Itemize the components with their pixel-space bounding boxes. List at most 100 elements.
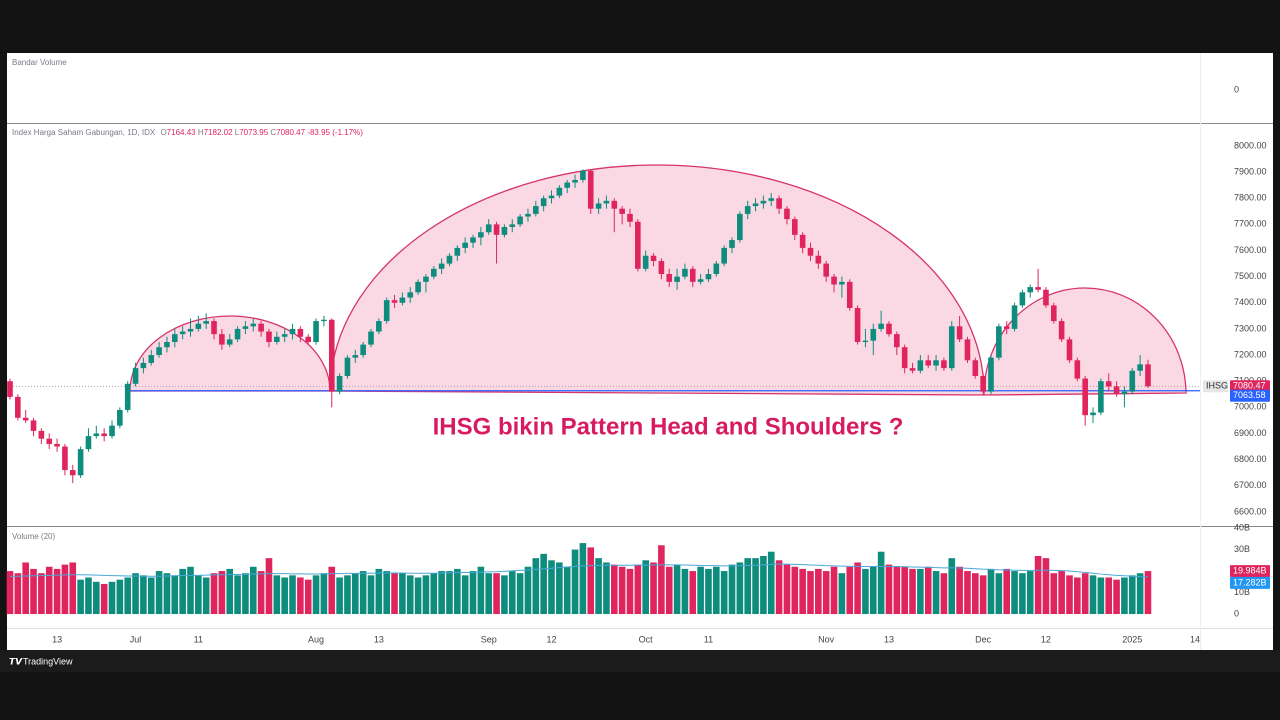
candle-body (996, 326, 1002, 358)
volume-tick-label: 40B (1234, 522, 1250, 532)
volume-bar (838, 573, 846, 615)
candle-body (1027, 287, 1034, 293)
volume-bar (352, 573, 359, 615)
volume-bar (100, 583, 108, 615)
candle-body (352, 355, 359, 358)
candle-body (258, 323, 264, 332)
candle-body (1113, 386, 1120, 395)
candle-body (415, 281, 421, 293)
volume-bar (30, 568, 37, 615)
volume-bar (658, 545, 665, 615)
volume-bar (1136, 573, 1144, 615)
candle-body (7, 381, 13, 397)
candle-body (101, 433, 107, 437)
volume-bar (587, 547, 595, 615)
candle-body (242, 326, 249, 329)
volume-bar (948, 558, 956, 615)
candle-body (360, 344, 366, 356)
candle-body (823, 263, 829, 277)
ma-last-label: 17.282B (1233, 577, 1267, 587)
symbol-description: Index Harga Saham Gabungan, 1D, IDX (12, 128, 156, 137)
volume-bar (108, 581, 116, 615)
volume-bar (257, 571, 265, 615)
candle-body (658, 260, 665, 275)
volume-bar (516, 573, 524, 615)
x-tick-label: 2025 (1122, 634, 1142, 644)
volume-tick-label: 30B (1234, 544, 1250, 554)
volume-bar (53, 568, 61, 615)
volume-bar (297, 577, 304, 615)
candle-body (941, 360, 947, 369)
volume-bar (469, 571, 477, 615)
volume-bar (1089, 575, 1097, 615)
candle-body (595, 203, 602, 209)
volume-bar (461, 575, 469, 615)
candle-body (705, 274, 712, 280)
volume-bar (1042, 558, 1050, 615)
candle-body (533, 206, 539, 214)
volume-bar (234, 575, 241, 615)
volume-bar (972, 573, 979, 615)
volume-bar (885, 564, 893, 615)
candle-body (744, 206, 751, 214)
candle-body (226, 339, 233, 345)
volume-bar (477, 566, 485, 615)
candle-body (580, 170, 586, 180)
y-tick-label: 7400.00 (1234, 297, 1267, 307)
x-tick-label: Dec (975, 634, 992, 644)
candle-body (462, 242, 468, 248)
volume-bar (265, 558, 273, 615)
candle-body (493, 224, 500, 235)
volume-bar (720, 571, 728, 615)
volume-bar (728, 564, 736, 615)
volume-bar (1058, 571, 1065, 615)
candle-body (878, 323, 884, 329)
volume-bar (45, 566, 53, 615)
volume-bar (1003, 568, 1010, 615)
candle-body (737, 213, 743, 241)
volume-bar (438, 571, 445, 615)
candle-body (784, 208, 790, 220)
candle-body (1035, 287, 1041, 290)
candle-body (501, 226, 508, 235)
candle-body (171, 334, 178, 342)
ohlc-key: O (160, 128, 166, 137)
volume-bar (987, 568, 995, 615)
volume-bar (1011, 571, 1018, 615)
candle-body (603, 200, 610, 204)
candle-body (148, 355, 155, 363)
brand: TradingView (23, 656, 73, 666)
volume-bar (917, 568, 924, 615)
candle-body (69, 470, 76, 476)
candle-body (666, 274, 673, 282)
pane-title: Volume (20) (12, 532, 55, 541)
volume-bar (85, 577, 92, 615)
candle-body (713, 263, 720, 275)
volume-bar (155, 571, 163, 615)
x-tick-label: Sep (481, 634, 497, 644)
candle-body (831, 276, 837, 285)
candle-body (925, 360, 932, 366)
volume-bar (665, 566, 673, 615)
volume-bar (524, 566, 532, 615)
candle-body (839, 281, 845, 285)
candle-body (799, 234, 806, 248)
candle-body (305, 336, 312, 342)
candle-body (30, 420, 37, 431)
candle-body (956, 326, 963, 340)
candle-body (77, 449, 84, 476)
volume-bar (328, 566, 336, 615)
candle-body (15, 396, 21, 418)
volume-bar (399, 573, 406, 615)
volume-bar (493, 573, 500, 615)
candle-body (85, 436, 92, 450)
left-shoulder (129, 315, 331, 392)
candle-body (1011, 305, 1018, 329)
volume-bar (124, 577, 132, 615)
volume-bar (242, 573, 249, 615)
volume-bar (877, 551, 885, 615)
candle-body (894, 334, 900, 348)
volume-bar (383, 571, 390, 615)
candle-body (187, 328, 194, 332)
candle-body (1074, 360, 1081, 379)
